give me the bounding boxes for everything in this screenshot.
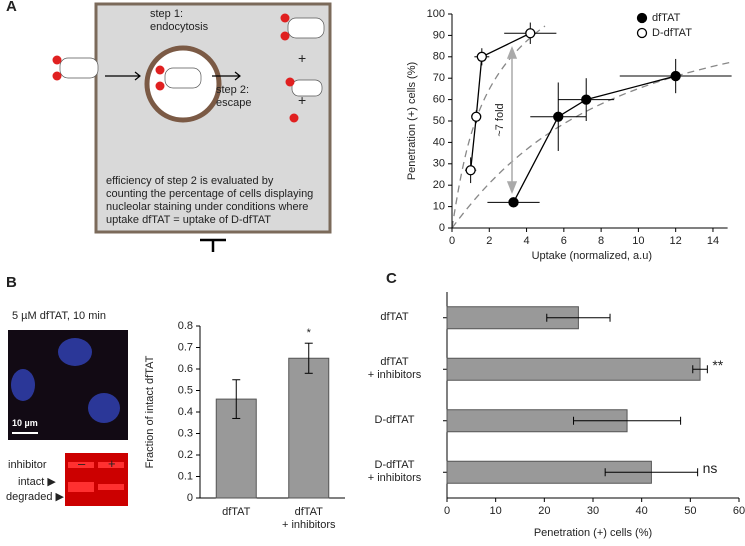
x-tick-label: dfTAT (222, 506, 251, 518)
y-tick-label: 0.2 (178, 449, 193, 461)
y-tick-label: 90 (433, 29, 445, 41)
point (581, 94, 592, 105)
arrows (105, 71, 241, 252)
y-tick-label: 80 (433, 51, 445, 63)
y-tick-label: 40 (433, 136, 445, 148)
fit-curve (451, 61, 733, 229)
gel-lane: – (78, 456, 86, 471)
point (508, 197, 519, 208)
legend-marker (636, 27, 648, 39)
micrograph-title: 5 µM dfTAT, 10 min (12, 310, 106, 322)
y-tick-label: 50 (433, 115, 445, 127)
bar (446, 357, 701, 381)
gel-lane: + (108, 456, 116, 471)
y-tick-label: D-dfTAT + inhibitors (367, 459, 422, 485)
legend-marker (636, 12, 648, 24)
gel-label: degraded ▶ (6, 491, 65, 503)
gel-label: intact ▶ (18, 476, 56, 488)
y-tick-label: 100 (427, 8, 445, 20)
y-tick-label: 0 (439, 222, 445, 234)
significance: ns (703, 460, 718, 476)
y-axis-label: Fraction of intact dfTAT (144, 355, 156, 468)
molecules (59, 17, 325, 97)
y-tick-label: 20 (433, 179, 445, 191)
dyes (52, 13, 299, 123)
nuclei (11, 338, 120, 423)
y-tick-label: dfTAT + inhibitors (367, 356, 422, 382)
x-tick-label: 6 (561, 235, 567, 247)
fold-arrow (506, 45, 518, 195)
x-tick-label: 0 (449, 235, 455, 247)
point (476, 51, 487, 62)
plus-sign: + (298, 92, 307, 108)
step-label: step 1: endocytosis (150, 8, 209, 33)
point (525, 28, 536, 39)
y-tick-label: 30 (433, 158, 445, 170)
x-tick-label: 40 (636, 505, 648, 517)
point (670, 70, 681, 82)
x-tick-label: 60 (733, 505, 745, 517)
y-tick-label: 60 (433, 94, 445, 106)
panel-label: A (6, 0, 17, 15)
point (553, 111, 564, 122)
y-tick-label: 0.6 (178, 363, 193, 375)
y-tick-label: 0.4 (178, 406, 193, 418)
x-tick-label: 30 (587, 505, 599, 517)
plus-sign: + (298, 50, 307, 66)
y-tick-label: 0 (187, 492, 193, 504)
series-line (469, 32, 531, 171)
y-tick-label: 0.8 (178, 320, 193, 332)
y-tick-label: dfTAT (380, 310, 409, 323)
significance: ** (712, 357, 723, 373)
x-tick-label: 2 (486, 235, 492, 247)
point (471, 111, 482, 122)
x-tick-label: 12 (670, 235, 682, 247)
y-tick-label: D-dfTAT (374, 413, 415, 426)
panel-label: C (386, 270, 397, 287)
panel-label: B (6, 274, 17, 291)
y-axis-label: Penetration (+) cells (%) (406, 62, 418, 180)
gel-label: inhibitor (8, 459, 47, 471)
legend-label: D-dfTAT (652, 27, 692, 39)
y-tick-label: 0.1 (178, 470, 193, 482)
y-tick-label: 70 (433, 72, 445, 84)
y-tick-label: 10 (433, 201, 445, 213)
significance: * (307, 327, 312, 339)
gel-bands (68, 462, 124, 492)
x-tick-label: 10 (632, 235, 644, 247)
legend-label: dfTAT (652, 12, 681, 24)
step-label: step 2: escape (216, 84, 252, 109)
bar (288, 357, 330, 499)
x-tick-label: 4 (523, 235, 529, 247)
x-axis-label: Penetration (+) cells (%) (534, 527, 652, 539)
series-line (512, 75, 676, 203)
x-tick-label: 0 (444, 505, 450, 517)
x-tick-label: 10 (490, 505, 502, 517)
x-tick-label: 50 (684, 505, 696, 517)
caption: efficiency of step 2 is evaluated by cou… (106, 175, 314, 226)
x-tick-label: 14 (707, 235, 719, 247)
annotation: ~7 fold (494, 103, 506, 136)
scale-bar-label: 10 µm (12, 418, 38, 428)
x-axis-label: Uptake (normalized, a.u) (532, 250, 652, 262)
y-tick-label: 0.5 (178, 384, 193, 396)
x-tick-label: 20 (538, 505, 550, 517)
y-tick-label: 0.3 (178, 427, 193, 439)
gel (65, 453, 128, 506)
y-tick-label: 0.7 (178, 341, 193, 353)
point (465, 165, 476, 176)
x-tick-label: dfTAT + inhibitors (281, 506, 336, 531)
x-tick-label: 8 (598, 235, 604, 247)
